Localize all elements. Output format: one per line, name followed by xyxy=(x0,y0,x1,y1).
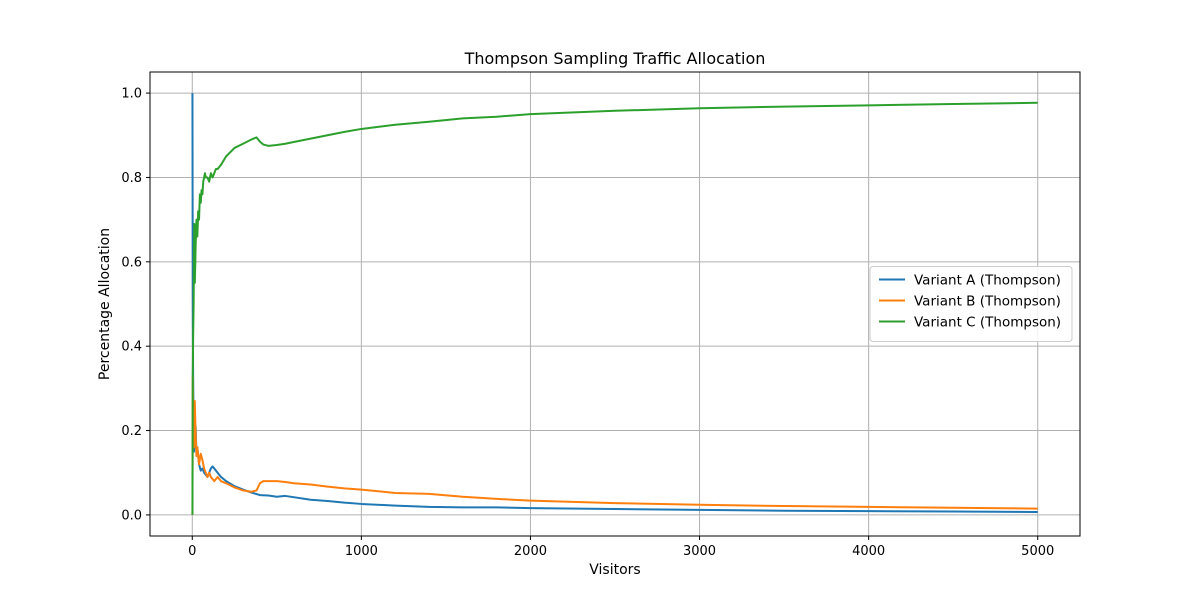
x-tick-label: 4000 xyxy=(852,544,885,559)
plot-series xyxy=(191,93,1038,515)
grid-lines xyxy=(150,72,1080,536)
x-tick-label: 5000 xyxy=(1021,544,1054,559)
legend-label: Variant A (Thompson) xyxy=(914,273,1061,289)
series-line-variant-c xyxy=(191,101,1038,515)
y-tick-label: 0.6 xyxy=(121,255,142,270)
y-axis-label: Percentage Allocation xyxy=(97,228,113,380)
x-tick-label: 3000 xyxy=(683,544,716,559)
x-tick-label: 2000 xyxy=(514,544,547,559)
legend-label: Variant B (Thompson) xyxy=(914,294,1061,310)
x-tick-label: 1000 xyxy=(345,544,378,559)
legend-label: Variant C (Thompson) xyxy=(914,315,1061,331)
series-line-variant-b xyxy=(191,374,1038,515)
legend-box xyxy=(869,266,1073,342)
axis-ticks: 0 1000 2000 3000 4000 5000 0.0 0.2 0.4 0.6 0.8 1.0 xyxy=(121,87,1054,559)
y-tick-label: 0.2 xyxy=(121,424,142,439)
legend: Variant A (Thompson) Variant B (Thompson)… xyxy=(869,266,1073,342)
plot-frame xyxy=(149,71,1081,537)
y-tick-label: 0.8 xyxy=(121,171,142,186)
x-tick-label: 0 xyxy=(188,544,196,559)
y-tick-label: 0.4 xyxy=(121,340,142,355)
y-tick-label: 0.0 xyxy=(121,508,142,523)
x-axis-label: Visitors xyxy=(589,562,640,578)
y-tick-label: 1.0 xyxy=(121,87,142,102)
chart-title: Thompson Sampling Traffic Allocation xyxy=(464,49,766,68)
